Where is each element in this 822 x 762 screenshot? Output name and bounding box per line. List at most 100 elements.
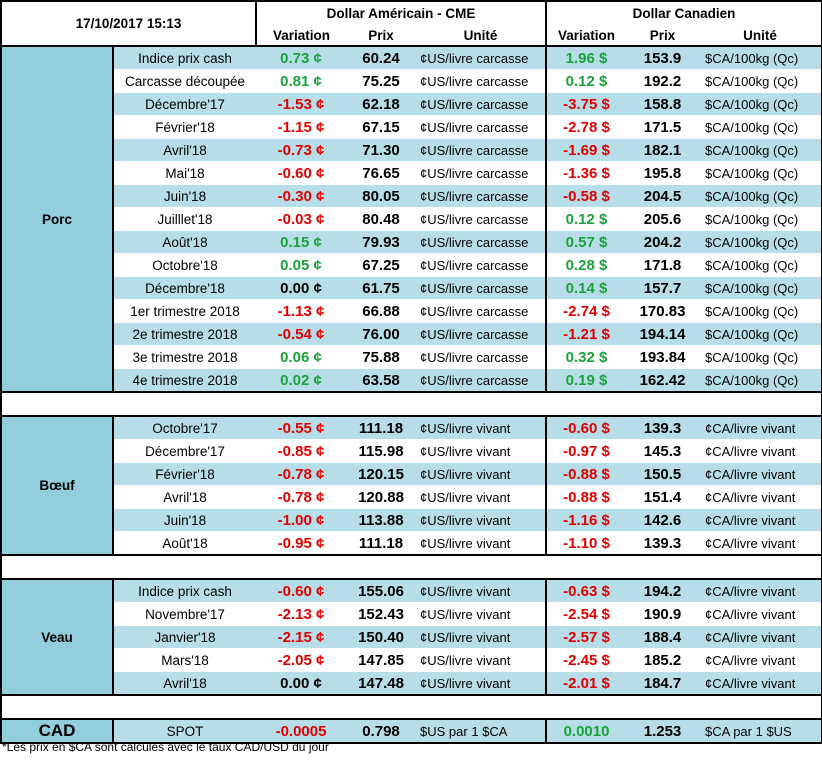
footnote: *Les prix en $CA sont calculés avec le t… <box>2 740 329 754</box>
usd-price: 79.93 <box>346 230 417 254</box>
table-row: Août'18 -0.95 ¢ 111.18 ¢US/livre vivant -1.1… <box>1 531 822 556</box>
usd-unit: ¢US/livre carcasse <box>416 345 548 369</box>
cad-variation: -2.45 $ <box>546 648 627 672</box>
cad-variation: 0.57 $ <box>546 230 627 254</box>
cad-price: 205.6 <box>626 207 700 231</box>
usd-variation: 0.81 ¢ <box>256 69 347 93</box>
usd-variation: -1.13 ¢ <box>256 299 347 323</box>
cad-variation: -0.88 $ <box>546 462 627 486</box>
usd-unite-header: Unité <box>416 25 548 47</box>
usd-variation: -0.73 ¢ <box>256 138 347 162</box>
cad-price: 170.83 <box>626 299 700 323</box>
usd-variation: -0.78 ¢ <box>256 485 347 509</box>
usd-variation-header: Variation <box>256 25 347 47</box>
table-row: Avril'18 0.00 ¢ 147.48 ¢US/livre vivant -2.0… <box>1 671 822 696</box>
cad-variation: -1.69 $ <box>546 138 627 162</box>
cad-price: 182.1 <box>626 138 700 162</box>
usd-price: 152.43 <box>346 602 417 626</box>
contract-label: Février'18 <box>113 462 257 486</box>
cad-unite-header: Unité <box>699 25 822 47</box>
table-row: Mars'18 -2.05 ¢ 147.85 ¢US/livre vivant -2.4… <box>1 648 822 672</box>
usd-variation: -0.60 ¢ <box>256 578 347 603</box>
contract-label: Carcasse découpée <box>113 69 257 93</box>
table-row: 2e trimestre 2018 -0.54 ¢ 76.00 ¢US/livre c… <box>1 322 822 346</box>
price-table: 17/10/2017 15:13 Dollar Américain - CME … <box>0 0 822 744</box>
table-row: Porc Indice prix cash 0.73 ¢ 60.24 ¢US/livre… <box>0 45 822 393</box>
cad-spot-row: CAD SPOT -0.0005 0.798 $US par 1 $CA 0.0010 1.… <box>0 718 822 744</box>
cad-price: 162.42 <box>626 368 700 393</box>
cad-price: 158.8 <box>626 92 700 116</box>
usd-price: 115.98 <box>346 439 417 463</box>
cad-variation: -0.58 $ <box>546 184 627 208</box>
cad-price: 153.9 <box>626 45 700 70</box>
usd-unit: ¢US/livre carcasse <box>416 138 548 162</box>
usd-unit: ¢US/livre carcasse <box>416 115 548 139</box>
cad-variation: -0.88 $ <box>546 485 627 509</box>
cad-unit: ¢CA/livre vivant <box>699 508 822 532</box>
table-row: 4e trimestre 2018 0.02 ¢ 63.58 ¢US/livre ca… <box>1 368 822 393</box>
contract-label: Mars'18 <box>113 648 257 672</box>
section-name: Veau <box>0 578 114 696</box>
usd-unit: ¢US/livre vivant <box>416 462 548 486</box>
table-row: Mai'18 -0.60 ¢ 76.65 ¢US/livre carcasse -1.3… <box>1 161 822 185</box>
section-name: Bœuf <box>0 415 114 556</box>
cad-cad-price: 1.253 <box>626 718 700 744</box>
gap-cell <box>0 555 822 579</box>
usd-price: 147.85 <box>346 648 417 672</box>
header-row-top: 17/10/2017 15:13 Dollar Américain - CME … <box>0 0 822 47</box>
cad-price: 139.3 <box>626 531 700 556</box>
usd-unit: ¢US/livre carcasse <box>416 92 548 116</box>
usd-unit: ¢US/livre vivant <box>416 625 548 649</box>
cad-group-header: Dollar Canadien <box>546 0 822 25</box>
table-row: Décembre'17 -1.53 ¢ 62.18 ¢US/livre carcass… <box>1 92 822 116</box>
cad-unit: $CA/100kg (Qc) <box>699 322 822 346</box>
usd-price: 75.88 <box>346 345 417 369</box>
usd-unit: ¢US/livre carcasse <box>416 299 548 323</box>
contract-label: Août'18 <box>113 230 257 254</box>
gap-cell <box>0 695 822 719</box>
cad-price: 184.7 <box>626 671 700 696</box>
table-row: Novembre'17 -2.13 ¢ 152.43 ¢US/livre vivant… <box>1 602 822 626</box>
usd-unit: ¢US/livre carcasse <box>416 207 548 231</box>
usd-variation: 0.73 ¢ <box>256 45 347 70</box>
cad-cad-variation: 0.0010 <box>546 718 627 744</box>
contract-label: 1er trimestre 2018 <box>113 299 257 323</box>
cad-prix-header: Prix <box>626 25 700 47</box>
usd-variation: -1.15 ¢ <box>256 115 347 139</box>
section-gap <box>0 695 822 719</box>
cad-variation: -2.01 $ <box>546 671 627 696</box>
usd-unit: ¢US/livre vivant <box>416 508 548 532</box>
usd-price: 120.88 <box>346 485 417 509</box>
cad-variation: -2.74 $ <box>546 299 627 323</box>
contract-label: Août'18 <box>113 531 257 556</box>
cad-variation: -2.54 $ <box>546 602 627 626</box>
usd-variation: -2.15 ¢ <box>256 625 347 649</box>
contract-label: 2e trimestre 2018 <box>113 322 257 346</box>
usd-unit: ¢US/livre carcasse <box>416 368 548 393</box>
cad-unit: $CA/100kg (Qc) <box>699 299 822 323</box>
usd-variation: -2.05 ¢ <box>256 648 347 672</box>
cad-unit: $CA/100kg (Qc) <box>699 115 822 139</box>
usd-variation: -1.53 ¢ <box>256 92 347 116</box>
usd-unit: ¢US/livre carcasse <box>416 161 548 185</box>
cad-variation: 0.32 $ <box>546 345 627 369</box>
cad-price: 151.4 <box>626 485 700 509</box>
contract-label: Indice prix cash <box>113 45 257 70</box>
contract-label: 3e trimestre 2018 <box>113 345 257 369</box>
usd-variation: -0.78 ¢ <box>256 462 347 486</box>
usd-group-header: Dollar Américain - CME <box>256 0 548 25</box>
table-row: Avril'18 -0.73 ¢ 71.30 ¢US/livre carcasse -1… <box>1 138 822 162</box>
cad-usd-price: 0.798 <box>346 718 417 744</box>
usd-price: 67.15 <box>346 115 417 139</box>
cad-price: 193.84 <box>626 345 700 369</box>
cad-variation: -1.21 $ <box>546 322 627 346</box>
cad-unit: $CA/100kg (Qc) <box>699 207 822 231</box>
cad-name: CAD <box>0 718 114 744</box>
usd-unit: ¢US/livre carcasse <box>416 45 548 70</box>
table-row: Carcasse découpée 0.81 ¢ 75.25 ¢US/livre ca… <box>1 69 822 93</box>
cad-variation: -2.57 $ <box>546 625 627 649</box>
usd-variation: 0.02 ¢ <box>256 368 347 393</box>
usd-unit: ¢US/livre vivant <box>416 602 548 626</box>
cad-price: 185.2 <box>626 648 700 672</box>
